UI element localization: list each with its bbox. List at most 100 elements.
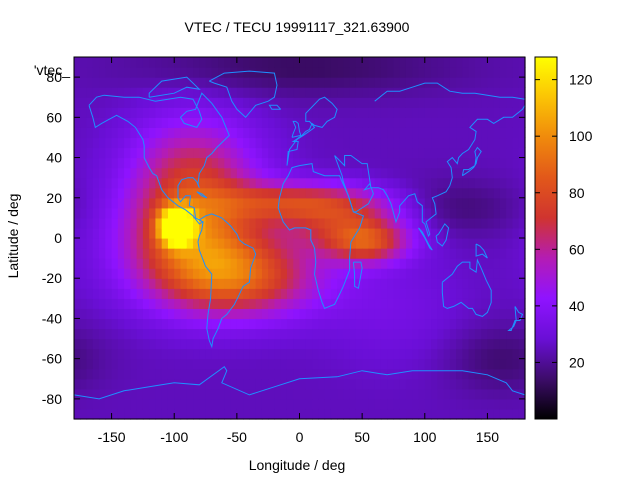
heatmap-cell [506,107,514,118]
heatmap-cell [487,217,495,229]
heatmap-cell [399,378,407,390]
heatmap-cell [431,107,438,118]
heatmap-cell [236,127,244,139]
heatmap-cell [105,187,113,199]
heatmap-cell [255,157,263,169]
heatmap-cell [493,127,501,139]
heatmap-cell [449,77,457,88]
heatmap-cell [330,348,338,360]
heatmap-cell [80,77,88,88]
heatmap-cell [518,117,526,128]
heatmap-cell [499,147,507,159]
heatmap-cell [330,97,338,108]
heatmap-cell [142,97,150,108]
heatmap-cell [387,77,395,88]
heatmap-cell [211,338,219,350]
heatmap-cell [155,368,163,380]
heatmap-cell [462,328,470,340]
heatmap-cell [312,157,319,169]
heatmap-cell [136,167,144,179]
heatmap-cell [199,87,207,98]
heatmap-cell [449,318,457,330]
coastline [291,120,302,138]
heatmap-cell [418,57,426,68]
heatmap-cell [186,238,194,249]
heatmap-cell [431,388,438,400]
heatmap-cell [506,77,514,88]
heatmap-cell [330,238,338,249]
heatmap-cell [299,87,307,98]
heatmap-cell [111,328,119,340]
heatmap-cell [437,298,445,309]
heatmap-cell [506,67,514,78]
heatmap-cell [99,268,106,279]
heatmap-cell [167,328,175,340]
heatmap-cell [193,328,200,340]
heatmap-cell [462,87,470,98]
heatmap-cell [343,217,351,229]
heatmap-cell [74,87,81,98]
heatmap-cell [424,328,432,340]
heatmap-cell [155,328,163,340]
heatmap-cell [299,388,307,400]
heatmap-cell [506,238,514,249]
heatmap-cell [462,207,470,219]
heatmap-cell [130,238,138,249]
heatmap-cell [142,87,150,98]
heatmap-cell [399,408,407,420]
heatmap-cell [499,197,507,209]
heatmap-cell [374,378,382,390]
heatmap-cell [193,398,200,410]
heatmap-cell [393,408,401,420]
heatmap-cell [124,217,131,229]
heatmap-cell [362,147,369,159]
heatmap-cell [268,408,276,420]
heatmap-cell [205,268,213,279]
heatmap-cell [149,328,157,340]
heatmap-cell [286,167,294,179]
heatmap-cell [74,328,81,340]
heatmap-cell [111,77,119,88]
heatmap-cell [368,408,376,420]
heatmap-cell [117,57,125,68]
heatmap-cell [424,147,432,159]
heatmap-cell [280,238,288,249]
heatmap-cell [512,288,520,299]
x-tick-label: 100 [413,429,437,445]
heatmap-cell [149,398,157,410]
heatmap-cell [499,187,507,199]
heatmap-cell [186,107,194,118]
heatmap-cell [318,258,326,269]
heatmap-cell [437,137,445,149]
heatmap-cell [493,167,501,179]
heatmap-cell [130,187,138,199]
heatmap-cell [374,157,382,169]
heatmap-cell [205,318,213,330]
heatmap-cell [149,147,157,159]
heatmap-cell [130,57,138,68]
heatmap-cell [393,318,401,330]
heatmap-cell [437,77,445,88]
heatmap-cell [468,157,476,169]
heatmap-cell [136,137,144,149]
heatmap-cell [518,268,526,279]
heatmap-cell [318,197,326,209]
heatmap-cell [105,268,113,279]
heatmap-cell [299,278,307,289]
heatmap-cell [99,328,106,340]
heatmap-cell [136,338,144,350]
heatmap-cell [405,127,413,139]
heatmap-cell [249,408,257,420]
heatmap-cell [343,318,351,330]
heatmap-cells [74,57,526,420]
heatmap-cell [355,137,363,149]
heatmap-cell [180,177,188,189]
heatmap-cell [437,318,445,330]
heatmap-cell [318,77,326,88]
heatmap-cell [412,358,420,370]
heatmap-cell [124,227,131,239]
heatmap-cell [305,318,313,330]
heatmap-cell [468,318,476,330]
heatmap-cell [243,398,250,410]
heatmap-cell [111,378,119,390]
